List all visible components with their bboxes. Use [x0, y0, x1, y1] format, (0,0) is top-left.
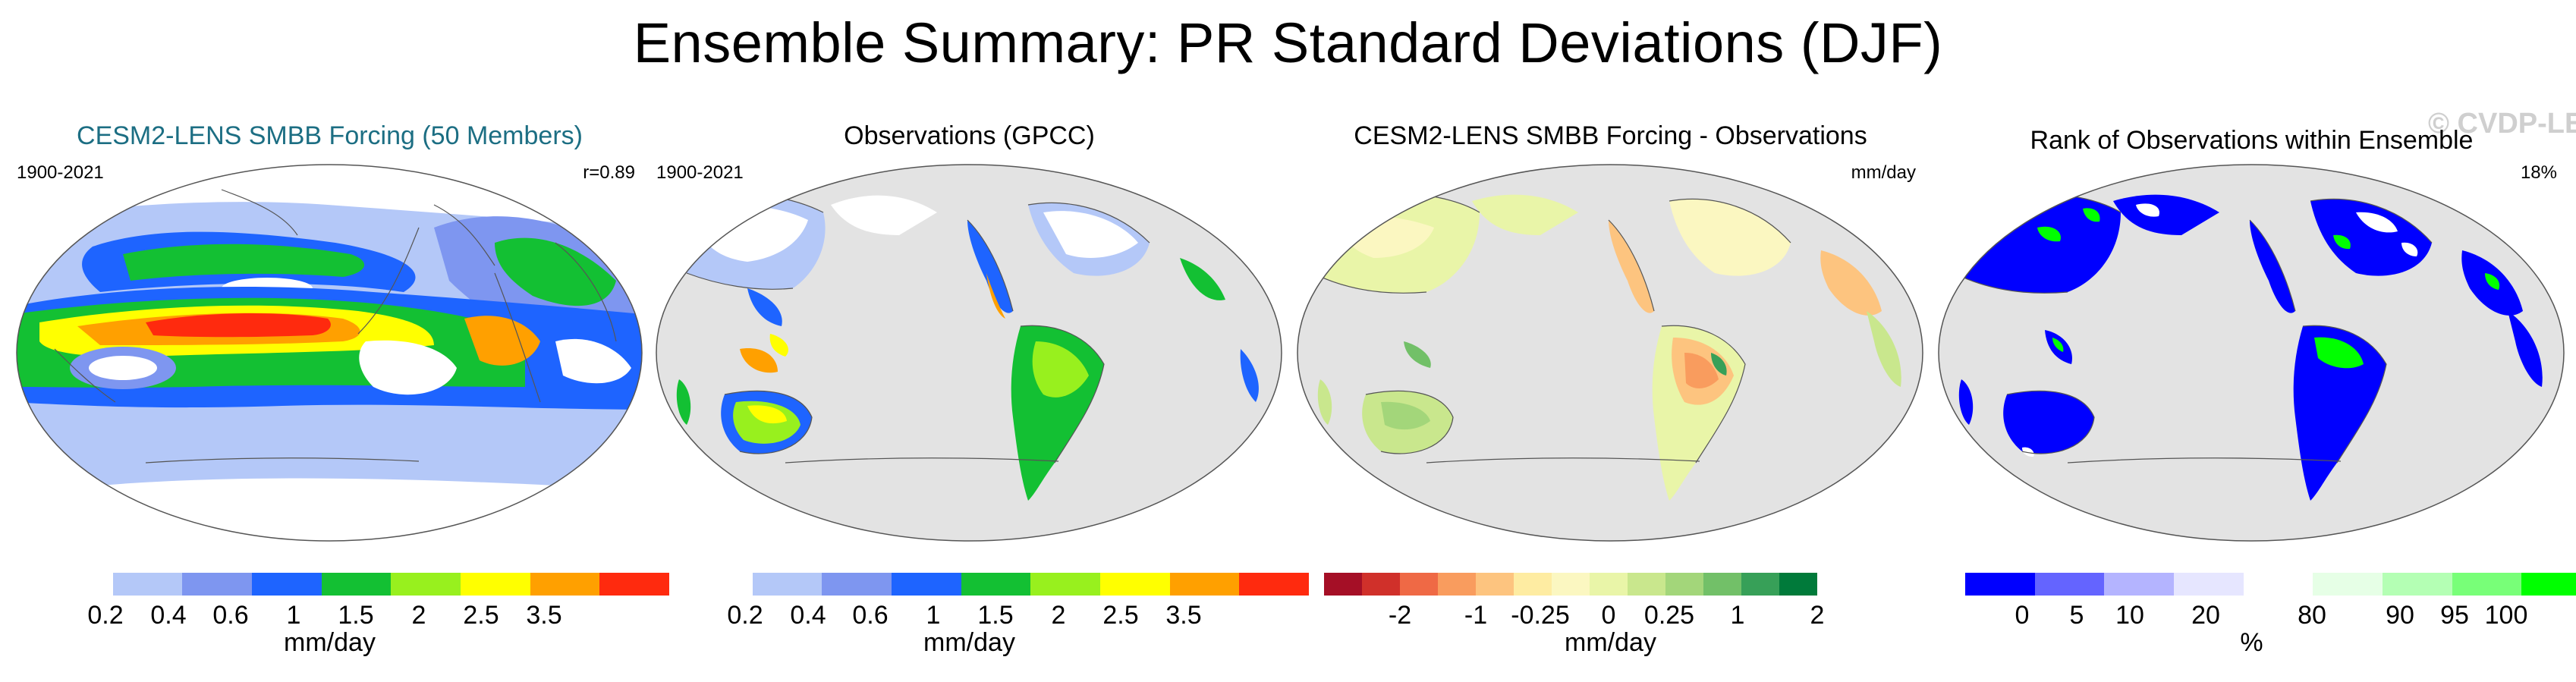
- colorbar-swatch: [822, 573, 892, 596]
- colorbar: [43, 573, 669, 596]
- colorbar-tick: -0.25: [1511, 601, 1570, 630]
- colorbar-swatch: [43, 573, 113, 596]
- colorbar-swatch: [1239, 573, 1309, 596]
- colorbar-swatch: [2521, 573, 2576, 596]
- difference-map: [1297, 164, 1923, 542]
- units-label: mm/day: [1851, 162, 1916, 183]
- colorbar: [683, 573, 1309, 596]
- colorbar-swatch: [1703, 573, 1741, 596]
- colorbar-swatch: [752, 573, 822, 596]
- rank-map: [1938, 164, 2565, 542]
- colorbar-unit: mm/day: [284, 628, 376, 657]
- colorbar-tick: 2.5: [1102, 601, 1139, 630]
- colorbar-swatch: [460, 573, 530, 596]
- colorbar-tick: 1: [286, 601, 301, 630]
- colorbar-unit: %: [2240, 628, 2263, 657]
- colorbar-unit: mm/day: [1565, 628, 1656, 657]
- colorbar: [1965, 573, 2576, 596]
- colorbar-tick: 0: [2015, 601, 2030, 630]
- colorbar-swatch: [1628, 573, 1665, 596]
- colorbar-swatch: [2173, 573, 2244, 596]
- observations-stddev-map: [656, 164, 1282, 542]
- panel-model-stddev: CESM2-LENS SMBB Forcing (50 Members) 190…: [9, 114, 669, 668]
- colorbar-tick: 0.4: [150, 601, 187, 630]
- colorbar-tick: 95: [2440, 601, 2469, 630]
- colorbar-swatch: [112, 573, 183, 596]
- colorbar-tick: 1.5: [338, 601, 374, 630]
- colorbar-tick: 0.6: [852, 601, 889, 630]
- panel-title: CESM2-LENS SMBB Forcing (50 Members): [77, 121, 583, 150]
- colorbar-tick: 1: [926, 601, 941, 630]
- colorbar-swatch: [1476, 573, 1514, 596]
- rank-percentage: 18%: [2520, 162, 2557, 183]
- colorbar-tick: 2.5: [463, 601, 499, 630]
- colorbar-swatch: [1169, 573, 1240, 596]
- panel-title: Rank of Observations within Ensemble: [2030, 126, 2474, 155]
- colorbar-swatch: [1362, 573, 1400, 596]
- colorbar-swatch: [1779, 573, 1817, 596]
- panel-observations-stddev: Observations (GPCC) 1900-2021: [649, 114, 1309, 668]
- colorbar-swatch: [2104, 573, 2174, 596]
- panel-rank: © CVDP-LE Rank of Observations within En…: [1931, 108, 2576, 668]
- watermark: © CVDP-LE: [2428, 108, 2576, 140]
- panel-title: Observations (GPCC): [844, 121, 1095, 150]
- colorbar-swatch: [2034, 573, 2105, 596]
- colorbar-tick: 5: [2069, 601, 2084, 630]
- colorbar-tick: 1: [1730, 601, 1745, 630]
- colorbar-tick: 1.5: [977, 601, 1014, 630]
- model-stddev-map: [16, 164, 643, 542]
- colorbar-swatch: [251, 573, 322, 596]
- colorbar-swatch: [1590, 573, 1628, 596]
- pattern-correlation: r=0.89: [583, 162, 635, 183]
- colorbar-swatch: [530, 573, 600, 596]
- colorbar-swatch: [2382, 573, 2452, 596]
- colorbar-swatch: [1514, 573, 1552, 596]
- colorbar-tick: 2: [411, 601, 426, 630]
- colorbar-swatch: [1030, 573, 1100, 596]
- colorbar-swatch: [321, 573, 392, 596]
- colorbar-tick: -1: [1464, 601, 1488, 630]
- main-title: Ensemble Summary: PR Standard Deviations…: [633, 11, 1943, 74]
- colorbar-tick: 3.5: [526, 601, 562, 630]
- colorbar-tick: 20: [2191, 601, 2220, 630]
- colorbar-swatch: [599, 573, 669, 596]
- colorbar-swatch: [2243, 573, 2313, 596]
- colorbar-swatch: [2313, 573, 2383, 596]
- colorbar-swatch: [1552, 573, 1590, 596]
- colorbar-swatch: [1965, 573, 2035, 596]
- colorbar-swatch: [182, 573, 252, 596]
- colorbar-swatch: [683, 573, 753, 596]
- colorbar-tick: 0.25: [1643, 601, 1695, 630]
- colorbar-swatch: [1099, 573, 1170, 596]
- panel-title: CESM2-LENS SMBB Forcing - Observations: [1354, 121, 1867, 150]
- colorbar-tick: -2: [1388, 601, 1412, 630]
- colorbar-tick: 0.2: [87, 601, 124, 630]
- colorbar-tick: 100: [2484, 601, 2528, 630]
- colorbar-unit: mm/day: [923, 628, 1015, 657]
- colorbar-tick: 80: [2298, 601, 2326, 630]
- colorbar-tick: 0.2: [727, 601, 763, 630]
- colorbar-tick: 2: [1810, 601, 1825, 630]
- colorbar-swatch: [1741, 573, 1779, 596]
- period-label: 1900-2021: [656, 162, 744, 183]
- colorbar-tick: 10: [2115, 601, 2144, 630]
- colorbar-swatch: [391, 573, 461, 596]
- colorbar-swatch: [1665, 573, 1703, 596]
- colorbar-swatch: [1438, 573, 1476, 596]
- colorbar-tick: 90: [2386, 601, 2414, 630]
- colorbar-swatch: [1400, 573, 1438, 596]
- colorbar-tick: 3.5: [1165, 601, 1202, 630]
- colorbar-swatch: [891, 573, 961, 596]
- colorbar-tick: 0.6: [212, 601, 249, 630]
- colorbar-swatch: [2452, 573, 2522, 596]
- colorbar-swatch: [1324, 573, 1362, 596]
- colorbar: [1324, 573, 1817, 596]
- period-label: 1900-2021: [17, 162, 104, 183]
- colorbar-tick: 0: [1601, 601, 1616, 630]
- panel-model-minus-obs: CESM2-LENS SMBB Forcing - Observations m…: [1290, 114, 1931, 668]
- colorbar-tick: 0.4: [790, 601, 826, 630]
- colorbar-tick: 2: [1051, 601, 1066, 630]
- colorbar-swatch: [961, 573, 1031, 596]
